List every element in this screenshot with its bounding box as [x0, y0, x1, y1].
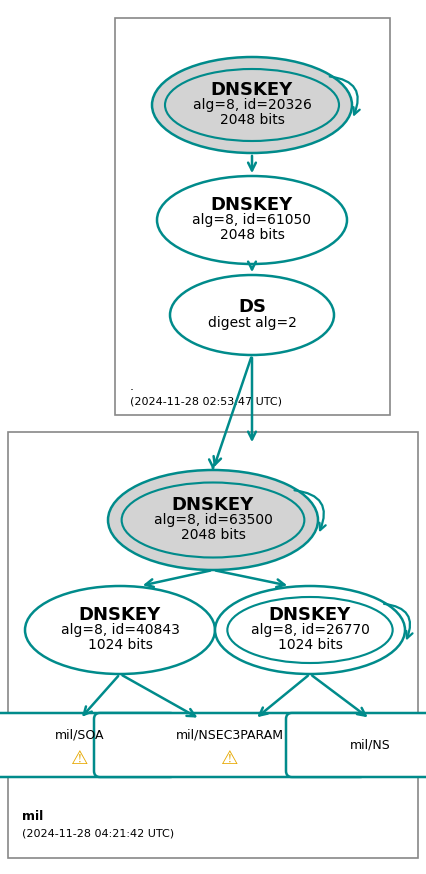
- Ellipse shape: [108, 470, 317, 570]
- Ellipse shape: [215, 586, 404, 674]
- Text: .: .: [130, 380, 134, 393]
- Ellipse shape: [170, 275, 333, 355]
- FancyArrowPatch shape: [294, 490, 325, 531]
- Text: (2024-11-28 04:21:42 UTC): (2024-11-28 04:21:42 UTC): [22, 828, 174, 838]
- Text: 1024 bits: 1024 bits: [87, 638, 152, 652]
- Ellipse shape: [152, 57, 351, 153]
- Text: ⚠: ⚠: [221, 750, 238, 768]
- Text: ⚠: ⚠: [71, 750, 89, 768]
- FancyArrowPatch shape: [383, 604, 412, 638]
- Text: mil: mil: [22, 810, 43, 823]
- Text: mil/SOA: mil/SOA: [55, 729, 104, 741]
- Text: mil/NSEC3PARAM: mil/NSEC3PARAM: [176, 729, 283, 741]
- Text: alg=8, id=20326: alg=8, id=20326: [192, 98, 311, 112]
- Text: DNSKEY: DNSKEY: [210, 196, 292, 214]
- Ellipse shape: [157, 176, 346, 264]
- FancyBboxPatch shape: [0, 713, 176, 777]
- Text: alg=8, id=40843: alg=8, id=40843: [60, 623, 179, 637]
- Bar: [115, 18, 389, 415]
- Text: mil/NS: mil/NS: [349, 739, 389, 752]
- Text: alg=8, id=26770: alg=8, id=26770: [250, 623, 368, 637]
- Bar: [8, 432, 417, 858]
- Text: DNSKEY: DNSKEY: [268, 606, 350, 624]
- Text: DNSKEY: DNSKEY: [210, 81, 292, 99]
- Text: DNSKEY: DNSKEY: [79, 606, 161, 624]
- Text: 2048 bits: 2048 bits: [219, 228, 284, 242]
- Text: 1024 bits: 1024 bits: [277, 638, 342, 652]
- Text: alg=8, id=63500: alg=8, id=63500: [153, 513, 272, 527]
- Text: 2048 bits: 2048 bits: [219, 113, 284, 127]
- FancyArrowPatch shape: [329, 77, 359, 114]
- Text: DS: DS: [237, 299, 265, 316]
- Ellipse shape: [25, 586, 215, 674]
- FancyBboxPatch shape: [94, 713, 365, 777]
- Text: 2048 bits: 2048 bits: [180, 528, 245, 542]
- Text: alg=8, id=61050: alg=8, id=61050: [192, 213, 311, 227]
- Text: (2024-11-28 02:53:47 UTC): (2024-11-28 02:53:47 UTC): [130, 396, 281, 406]
- FancyBboxPatch shape: [285, 713, 426, 777]
- Text: digest alg=2: digest alg=2: [207, 316, 296, 329]
- Text: DNSKEY: DNSKEY: [172, 496, 253, 514]
